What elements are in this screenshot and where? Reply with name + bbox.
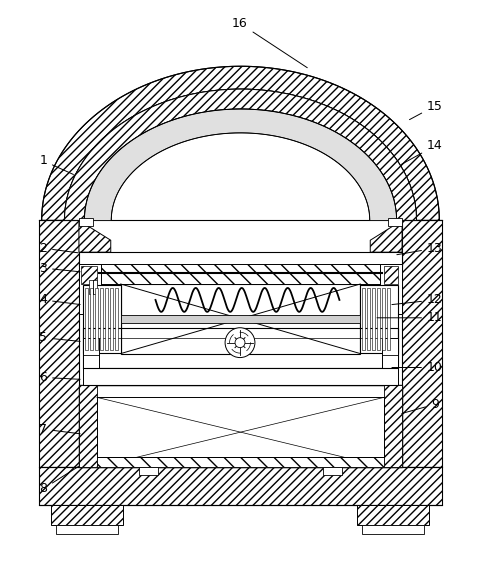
Polygon shape bbox=[84, 109, 396, 221]
Bar bbox=[83, 367, 397, 386]
Bar bbox=[109, 288, 112, 350]
Bar bbox=[360, 285, 397, 353]
Bar bbox=[382, 264, 401, 286]
Bar bbox=[98, 264, 382, 284]
Bar bbox=[372, 288, 374, 350]
Polygon shape bbox=[42, 66, 438, 221]
Bar bbox=[56, 524, 118, 534]
Text: 1: 1 bbox=[39, 154, 73, 175]
Circle shape bbox=[225, 328, 254, 358]
Bar bbox=[90, 288, 93, 350]
Bar bbox=[120, 315, 360, 323]
Bar bbox=[105, 288, 108, 350]
Bar bbox=[357, 505, 428, 524]
Bar bbox=[83, 285, 120, 353]
Bar bbox=[361, 288, 364, 350]
Bar bbox=[401, 221, 441, 467]
Bar bbox=[81, 266, 96, 284]
Polygon shape bbox=[79, 221, 110, 252]
Bar bbox=[79, 264, 101, 314]
Bar bbox=[79, 252, 401, 266]
Bar bbox=[83, 328, 397, 367]
Bar bbox=[376, 288, 379, 350]
Text: 16: 16 bbox=[232, 17, 307, 67]
Bar bbox=[138, 467, 158, 475]
Bar bbox=[51, 505, 122, 524]
Bar bbox=[96, 397, 384, 467]
Bar bbox=[379, 264, 401, 314]
Bar bbox=[79, 386, 96, 467]
Polygon shape bbox=[64, 89, 416, 221]
Bar bbox=[39, 467, 441, 505]
Text: 3: 3 bbox=[39, 261, 80, 274]
Bar bbox=[386, 288, 389, 350]
Bar bbox=[387, 218, 401, 226]
Bar bbox=[322, 467, 342, 475]
Bar bbox=[79, 264, 98, 286]
Bar bbox=[367, 288, 370, 350]
Bar bbox=[100, 288, 103, 350]
Polygon shape bbox=[370, 221, 401, 252]
Text: 5: 5 bbox=[39, 331, 80, 344]
Text: 11: 11 bbox=[376, 311, 442, 324]
Bar bbox=[79, 386, 401, 467]
Text: 9: 9 bbox=[401, 398, 438, 413]
Bar bbox=[39, 221, 79, 467]
Bar bbox=[382, 288, 384, 350]
Circle shape bbox=[235, 338, 244, 348]
Text: 13: 13 bbox=[396, 242, 442, 255]
Text: 2: 2 bbox=[39, 242, 78, 255]
Text: 6: 6 bbox=[39, 371, 80, 384]
Text: 14: 14 bbox=[401, 139, 442, 164]
Text: 8: 8 bbox=[39, 467, 78, 496]
Text: 4: 4 bbox=[39, 293, 80, 306]
Bar bbox=[382, 338, 397, 370]
Bar bbox=[85, 288, 88, 350]
Text: 7: 7 bbox=[39, 422, 80, 435]
Bar bbox=[361, 524, 423, 534]
Bar bbox=[89, 280, 96, 294]
Bar bbox=[384, 266, 397, 284]
Bar bbox=[120, 284, 360, 354]
Bar bbox=[83, 338, 98, 370]
Text: 10: 10 bbox=[391, 361, 442, 374]
Bar bbox=[96, 457, 384, 467]
Text: 12: 12 bbox=[391, 293, 442, 306]
Text: 15: 15 bbox=[408, 100, 442, 120]
Bar bbox=[384, 386, 401, 467]
Bar bbox=[95, 288, 97, 350]
Bar bbox=[115, 288, 118, 350]
Bar bbox=[79, 218, 93, 226]
